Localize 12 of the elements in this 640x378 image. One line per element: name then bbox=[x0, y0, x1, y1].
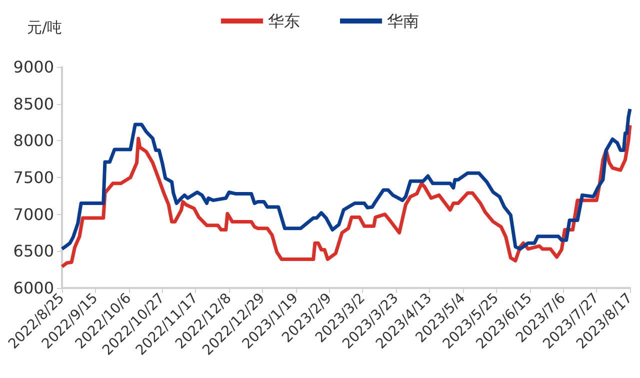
y-tick-label: 7500 bbox=[13, 168, 54, 187]
legend-label: 华南 bbox=[387, 12, 419, 30]
y-axis-title: 元/吨 bbox=[26, 18, 62, 36]
y-tick-label: 6000 bbox=[13, 278, 54, 298]
legend-label: 华东 bbox=[268, 12, 300, 30]
y-tick-label: 8000 bbox=[13, 131, 54, 150]
line-series bbox=[60, 107, 632, 251]
y-tick-label: 7000 bbox=[13, 204, 54, 224]
line-series bbox=[60, 123, 632, 268]
y-tick-label: 9000 bbox=[13, 58, 54, 76]
y-tick-label: 6500 bbox=[13, 242, 54, 261]
y-tick-label: 8500 bbox=[13, 94, 54, 114]
